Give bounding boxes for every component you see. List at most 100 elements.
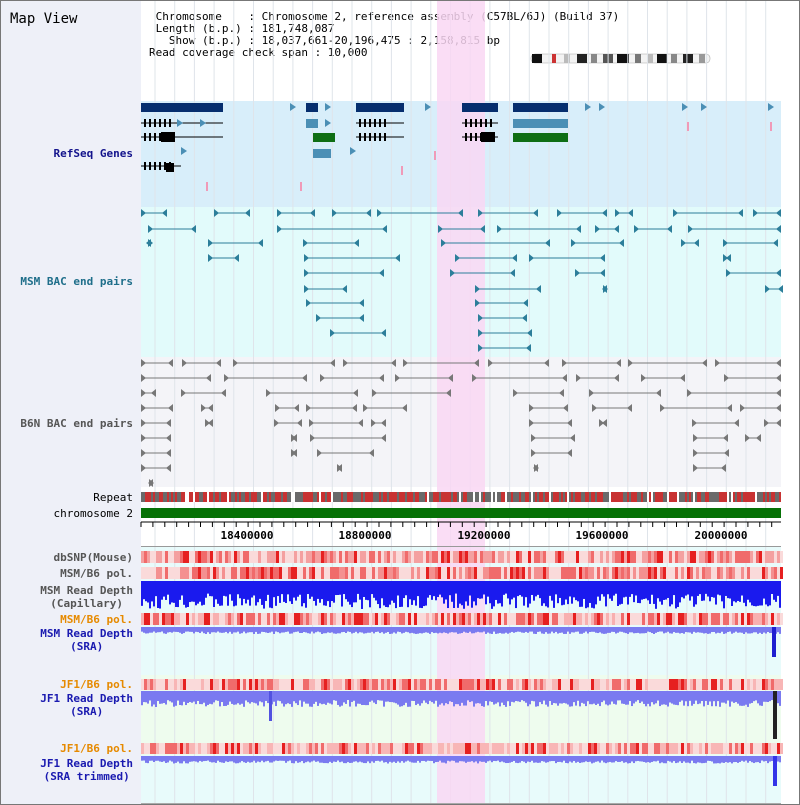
- repeat-segment: [373, 492, 375, 502]
- gene-exon: [164, 162, 166, 170]
- snp-density-cell: [774, 743, 777, 754]
- read-depth-bar: [393, 581, 395, 603]
- read-depth-bar: [173, 581, 175, 603]
- repeat-segment: [163, 492, 165, 502]
- snp-density-cell: [198, 743, 201, 754]
- read-depth-bar: [455, 756, 457, 763]
- snp-density-cell: [246, 551, 249, 563]
- read-depth-bar: [481, 627, 483, 633]
- read-depth-bar: [463, 756, 465, 762]
- read-depth-bar: [675, 756, 677, 764]
- read-depth-bar: [407, 581, 409, 608]
- track-label-chromosome[interactable]: chromosome 2: [53, 507, 133, 520]
- track-label-msm-pol[interactable]: MSM/B6 pol.: [60, 567, 133, 580]
- read-depth-bar: [681, 627, 683, 634]
- snp-density-cell: [576, 567, 579, 579]
- read-depth-bar: [211, 691, 213, 705]
- read-depth-bar: [171, 581, 173, 603]
- gene-exon: [149, 119, 151, 127]
- snp-density-cell: [765, 567, 768, 579]
- snp-density-cell: [504, 567, 507, 579]
- snp-density-cell: [672, 679, 675, 690]
- read-depth-bar: [551, 756, 553, 762]
- read-depth-bar: [255, 691, 257, 704]
- snp-density-cell: [213, 679, 216, 690]
- snp-density-cell: [477, 743, 480, 754]
- snp-density-cell: [468, 613, 471, 625]
- snp-density-cell: [408, 567, 411, 579]
- repeat-segment: [285, 492, 287, 502]
- track-label-refseq[interactable]: RefSeq Genes: [53, 147, 133, 160]
- snp-density-cell: [771, 613, 774, 625]
- snp-density-cell: [351, 743, 354, 754]
- track-label-jf1-pol-2[interactable]: JF1/B6 pol.: [60, 742, 133, 755]
- snp-density-cell: [186, 743, 189, 754]
- repeat-segment: [223, 492, 225, 502]
- snp-density-cell: [708, 743, 711, 754]
- snp-density-cell: [630, 551, 633, 563]
- read-depth-bar: [569, 691, 571, 707]
- read-depth-bar: [705, 691, 707, 701]
- snp-density-cell: [564, 551, 567, 563]
- msm-bac-pair-end: [277, 225, 282, 233]
- track-label-b6n-bac[interactable]: B6N BAC end pairs: [20, 417, 133, 430]
- read-depth-bar: [197, 627, 199, 633]
- read-depth-bar: [199, 627, 201, 634]
- read-depth-bar: [353, 756, 355, 762]
- read-depth-bar: [677, 627, 679, 633]
- snp-density-cell: [537, 679, 540, 690]
- read-depth-bar: [153, 691, 155, 705]
- b6n-bac-pair-end: [448, 374, 453, 382]
- snp-density-cell: [723, 679, 726, 690]
- track-label-jf1-depth-sra[interactable]: JF1 Read Depth (SRA): [40, 692, 133, 718]
- snp-density-cell: [717, 743, 720, 754]
- chromosome-ideogram[interactable]: [529, 52, 712, 65]
- track-label-msm-depth-sra[interactable]: MSM Read Depth (SRA): [40, 627, 133, 653]
- snp-density-cell: [615, 679, 618, 690]
- repeat-segment: [279, 492, 281, 502]
- track-label-jf1-depth-trimmed[interactable]: JF1 Read Depth (SRA trimmed): [40, 757, 133, 783]
- read-depth-bar: [707, 627, 709, 634]
- read-depth-bar: [777, 691, 779, 704]
- snp-density-cell: [399, 567, 402, 579]
- snp-density-cell: [591, 551, 594, 563]
- repeat-segment: [255, 492, 257, 502]
- track-label-msm-pol-2[interactable]: MSM/B6 pol.: [60, 613, 133, 626]
- read-depth-bar: [307, 627, 309, 634]
- track-label-repeat[interactable]: Repeat: [93, 491, 133, 504]
- snp-density-cell: [537, 551, 540, 563]
- snp-density-cell: [339, 613, 342, 625]
- read-depth-bar: [649, 691, 651, 707]
- read-depth-bar: [409, 627, 411, 634]
- b6n-bac-pair-end: [379, 374, 384, 382]
- track-label-msm-bac[interactable]: MSM BAC end pairs: [20, 275, 133, 288]
- read-depth-bar: [309, 691, 311, 707]
- track-label-dbsnp[interactable]: dbSNP(Mouse): [53, 551, 133, 564]
- read-depth-bar: [487, 581, 489, 597]
- read-depth-bar: [277, 581, 279, 597]
- read-depth-bar: [179, 756, 181, 764]
- b6n-bac-pair-end: [168, 404, 173, 412]
- snp-density-cell: [552, 679, 555, 690]
- snp-density-cell: [720, 743, 723, 754]
- snp-density-cell: [639, 679, 642, 690]
- read-depth-bar: [569, 756, 571, 762]
- read-depth-bar: [431, 691, 433, 703]
- snp-density-cell: [390, 743, 393, 754]
- repeat-segment: [773, 492, 775, 502]
- read-depth-bar: [593, 756, 595, 763]
- read-depth-bar: [503, 691, 505, 706]
- read-depth-bar: [177, 691, 179, 701]
- snp-density-cell: [402, 613, 405, 625]
- read-depth-bar: [177, 627, 179, 633]
- track-label-jf1-pol[interactable]: JF1/B6 pol.: [60, 678, 133, 691]
- read-depth-bar: [327, 581, 329, 602]
- read-depth-bar: [527, 581, 529, 608]
- snp-density-cell: [657, 551, 660, 563]
- gene-exon: [379, 119, 381, 127]
- read-depth-bar: [397, 691, 399, 705]
- read-depth-bar: [299, 691, 301, 701]
- snp-density-cell: [315, 679, 318, 690]
- track-label-msm-depth-capillary[interactable]: MSM Read Depth (Capillary): [40, 584, 133, 610]
